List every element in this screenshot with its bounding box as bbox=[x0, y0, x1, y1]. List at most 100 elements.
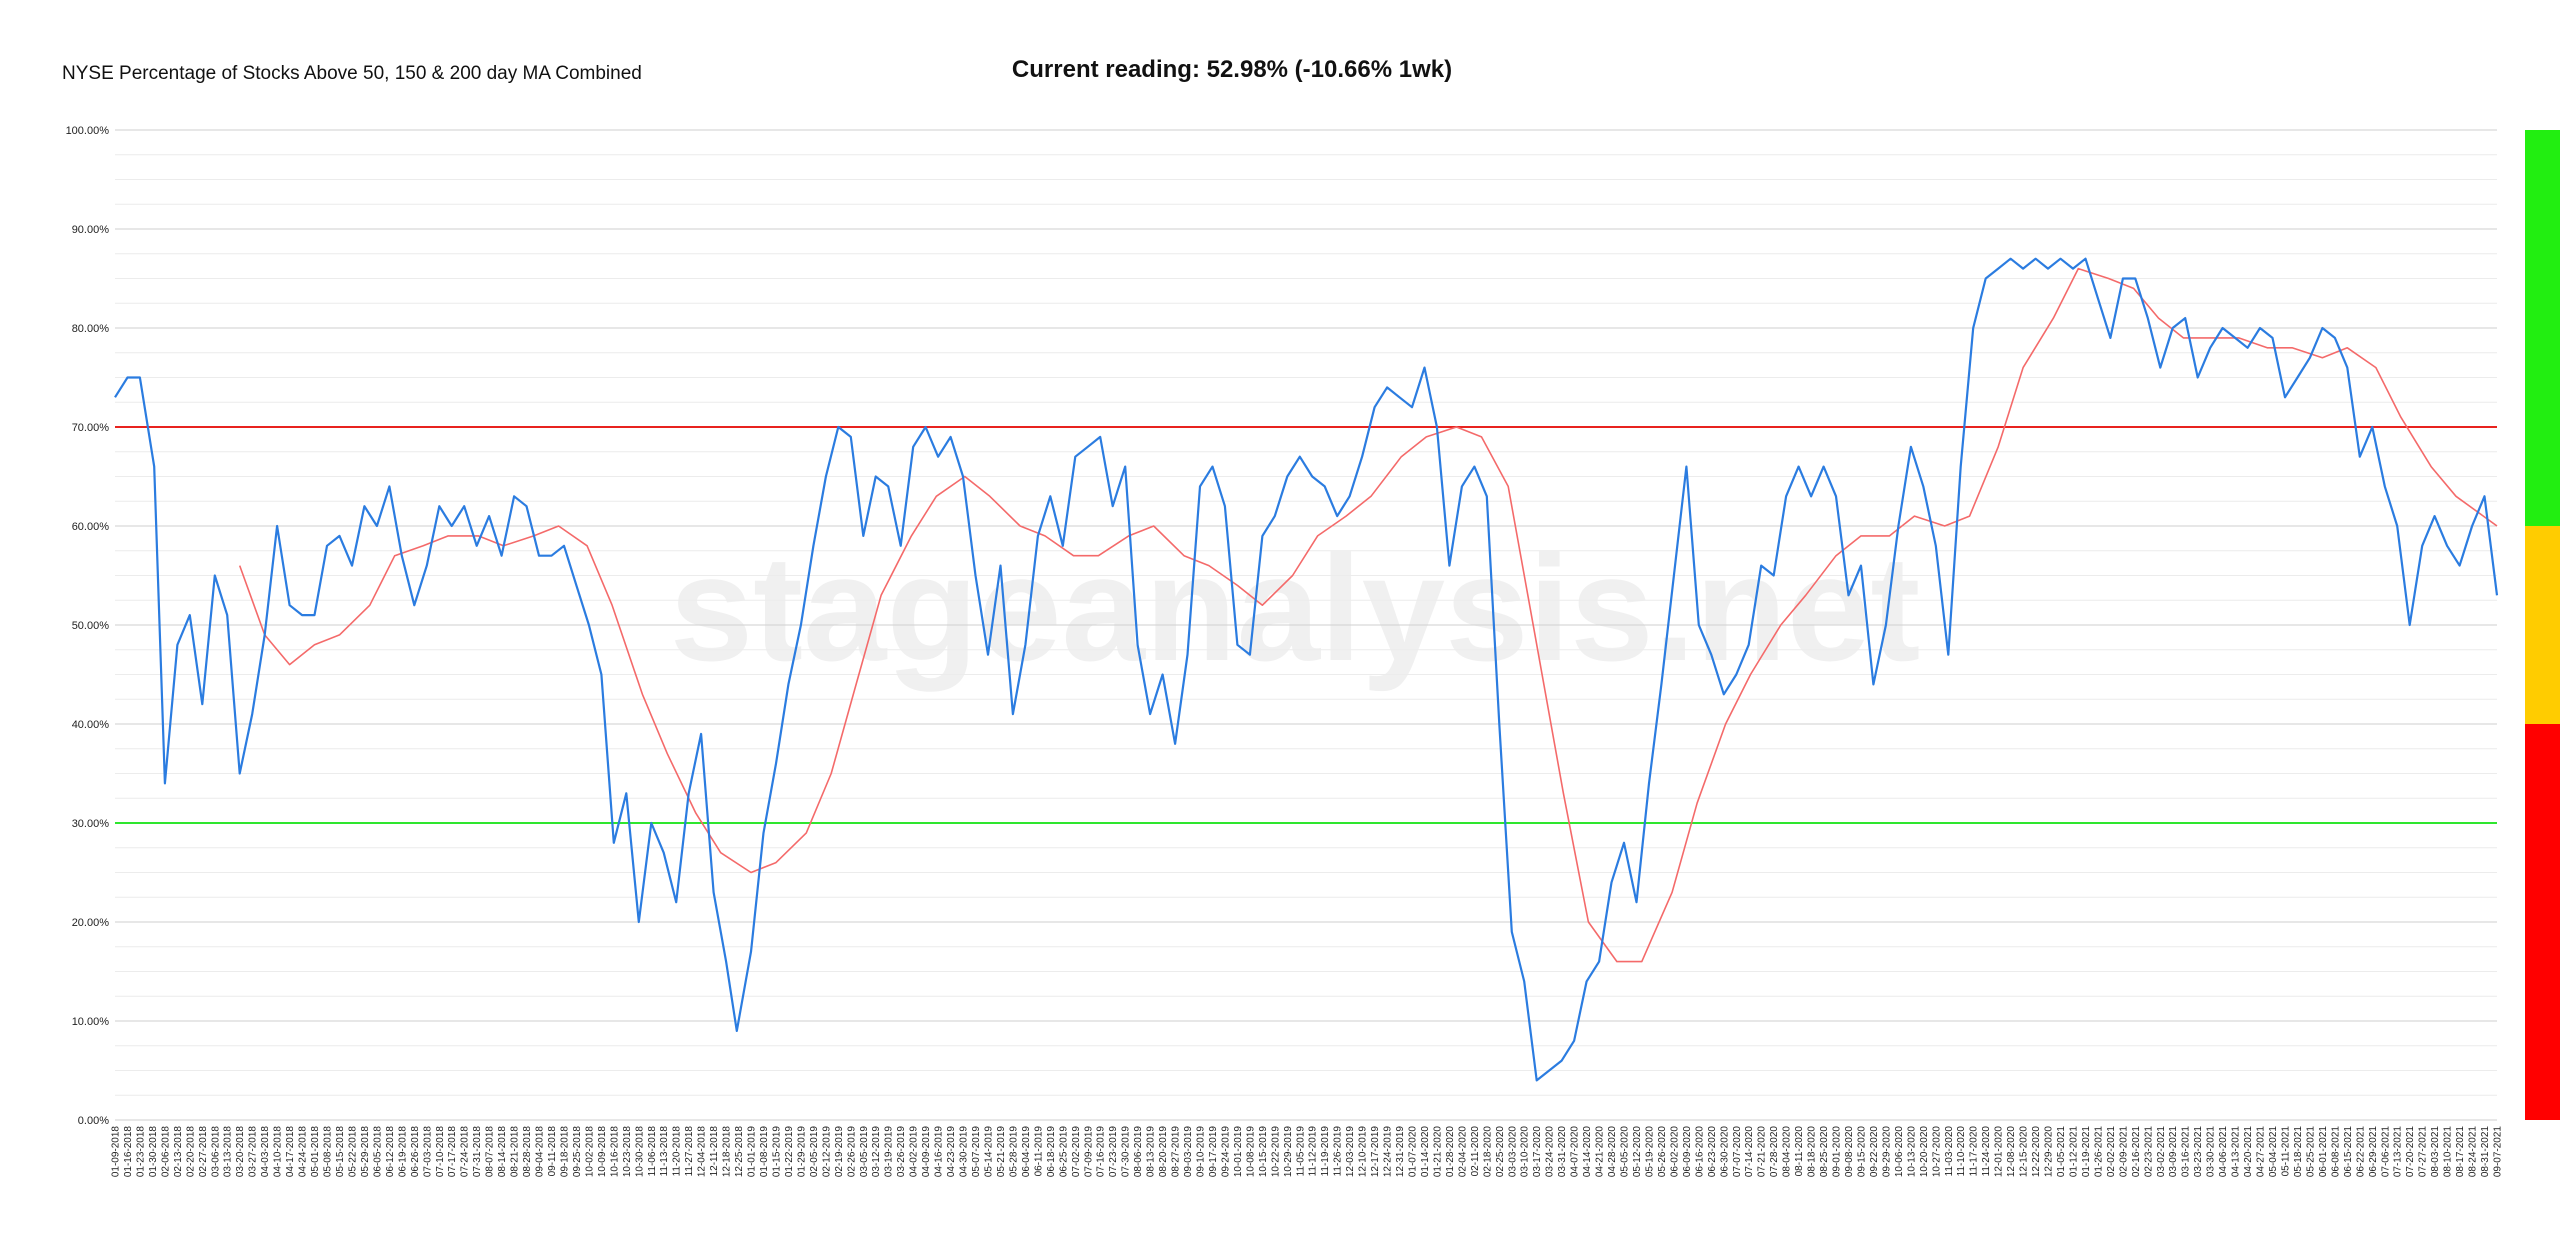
y-tick-label: 60.00% bbox=[72, 521, 110, 533]
x-tick-label: 09-11-2018 bbox=[547, 1126, 558, 1177]
y-tick-label: 30.00% bbox=[72, 818, 110, 830]
x-tick-label: 04-02-2019 bbox=[909, 1126, 920, 1178]
x-tick-label: 06-23-2020 bbox=[1707, 1126, 1718, 1178]
x-tick-label: 07-24-2018 bbox=[460, 1126, 471, 1178]
x-tick-label: 04-16-2019 bbox=[934, 1126, 945, 1178]
x-tick-label: 05-26-2020 bbox=[1657, 1126, 1668, 1178]
x-tick-label: 09-07-2021 bbox=[2493, 1126, 2504, 1178]
x-tick-label: 03-03-2020 bbox=[1507, 1126, 1518, 1178]
x-tick-label: 04-09-2019 bbox=[921, 1126, 932, 1178]
x-tick-label: 01-16-2018 bbox=[123, 1126, 134, 1178]
x-tick-label: 02-11-2020 bbox=[1470, 1126, 1481, 1177]
x-tick-label: 01-23-2018 bbox=[135, 1126, 146, 1178]
x-tick-label: 12-03-2019 bbox=[1345, 1126, 1356, 1178]
x-tick-label: 09-01-2020 bbox=[1832, 1126, 1843, 1178]
x-tick-label: 04-23-2019 bbox=[946, 1126, 957, 1178]
x-tick-label: 07-23-2019 bbox=[1108, 1126, 1119, 1178]
x-tick-label: 11-12-2019 bbox=[1308, 1126, 1319, 1177]
x-tick-label: 12-29-2020 bbox=[2044, 1126, 2055, 1178]
x-tick-label: 07-27-2021 bbox=[2418, 1126, 2429, 1178]
x-tick-label: 08-03-2021 bbox=[2430, 1126, 2441, 1178]
x-tick-label: 12-25-2018 bbox=[734, 1126, 745, 1178]
x-tick-label: 09-10-2019 bbox=[1195, 1126, 1206, 1178]
x-tick-label: 07-30-2019 bbox=[1121, 1126, 1132, 1178]
x-tick-label: 08-04-2020 bbox=[1782, 1126, 1793, 1178]
x-tick-label: 07-10-2018 bbox=[435, 1126, 446, 1178]
x-tick-label: 02-02-2021 bbox=[2106, 1126, 2117, 1178]
x-tick-label: 10-01-2019 bbox=[1233, 1126, 1244, 1178]
x-tick-label: 12-22-2020 bbox=[2031, 1126, 2042, 1178]
x-tick-label: 05-01-2018 bbox=[310, 1126, 321, 1178]
x-tick-label: 02-13-2018 bbox=[173, 1126, 184, 1178]
x-tick-label: 01-21-2020 bbox=[1432, 1126, 1443, 1178]
zone-bar bbox=[2525, 130, 2560, 1120]
x-tick-label: 02-04-2020 bbox=[1457, 1126, 1468, 1178]
x-tick-label: 12-15-2020 bbox=[2019, 1126, 2030, 1178]
x-tick-label: 08-20-2019 bbox=[1158, 1126, 1169, 1178]
x-tick-label: 10-22-2019 bbox=[1270, 1126, 1281, 1178]
y-tick-label: 10.00% bbox=[72, 1016, 110, 1028]
x-tick-label: 03-31-2020 bbox=[1557, 1126, 1568, 1178]
x-tick-label: 06-29-2021 bbox=[2368, 1126, 2379, 1178]
x-tick-label: 10-09-2018 bbox=[597, 1126, 608, 1178]
x-tick-label: 03-12-2019 bbox=[871, 1126, 882, 1178]
series-line-primary bbox=[114, 257, 2499, 1082]
x-tick-label: 05-25-2021 bbox=[2305, 1126, 2316, 1178]
x-tick-label: 03-09-2021 bbox=[2168, 1126, 2179, 1178]
x-tick-label: 08-31-2021 bbox=[2480, 1126, 2491, 1178]
x-tick-label: 03-30-2021 bbox=[2206, 1126, 2217, 1178]
x-tick-label: 01-26-2021 bbox=[2093, 1126, 2104, 1178]
x-tick-label: 02-18-2020 bbox=[1482, 1126, 1493, 1178]
x-tick-label: 07-13-2021 bbox=[2393, 1126, 2404, 1178]
x-tick-label: 05-28-2019 bbox=[1008, 1126, 1019, 1178]
x-tick-label: 01-29-2019 bbox=[796, 1126, 807, 1178]
x-tick-label: 05-05-2020 bbox=[1620, 1126, 1631, 1178]
x-tick-label: 02-16-2021 bbox=[2131, 1126, 2142, 1178]
x-tick-label: 09-24-2019 bbox=[1220, 1126, 1231, 1178]
y-tick-label: 40.00% bbox=[72, 719, 110, 731]
x-tick-label: 07-16-2019 bbox=[1096, 1126, 1107, 1178]
x-tick-label: 03-26-2019 bbox=[896, 1126, 907, 1178]
zone-band bbox=[2525, 130, 2560, 526]
x-tick-label: 04-20-2021 bbox=[2243, 1126, 2254, 1178]
x-tick-label: 01-30-2018 bbox=[148, 1126, 159, 1178]
chart-title: NYSE Percentage of Stocks Above 50, 150 … bbox=[62, 63, 642, 84]
x-tick-label: 04-03-2018 bbox=[260, 1126, 271, 1178]
x-tick-label: 01-01-2019 bbox=[747, 1126, 758, 1178]
x-tick-label: 05-12-2020 bbox=[1632, 1126, 1643, 1178]
x-tick-label: 10-30-2018 bbox=[634, 1126, 645, 1178]
x-tick-label: 11-03-2020 bbox=[1944, 1126, 1955, 1177]
x-tick-label: 04-27-2021 bbox=[2256, 1126, 2267, 1178]
reference-lines bbox=[115, 426, 2497, 824]
x-tick-label: 03-02-2021 bbox=[2156, 1126, 2167, 1178]
x-tick-label: 05-11-2021 bbox=[2280, 1126, 2291, 1177]
x-tick-label: 04-21-2020 bbox=[1595, 1126, 1606, 1178]
x-tick-label: 08-13-2019 bbox=[1146, 1126, 1157, 1178]
x-tick-label: 12-24-2019 bbox=[1383, 1126, 1394, 1178]
x-tick-label: 10-15-2019 bbox=[1258, 1126, 1269, 1178]
x-tick-label: 07-06-2021 bbox=[2380, 1126, 2391, 1178]
x-tick-label: 07-07-2020 bbox=[1732, 1126, 1743, 1178]
x-tick-label: 06-19-2018 bbox=[397, 1126, 408, 1178]
x-tick-label: 11-13-2018 bbox=[659, 1126, 670, 1177]
x-tick-label: 03-17-2020 bbox=[1532, 1126, 1543, 1178]
x-tick-label: 04-10-2018 bbox=[273, 1126, 284, 1178]
x-tick-label: 11-10-2020 bbox=[1956, 1126, 1967, 1177]
x-tick-label: 06-05-2018 bbox=[372, 1126, 383, 1178]
x-tick-label: 06-08-2021 bbox=[2330, 1126, 2341, 1178]
x-tick-label: 06-01-2021 bbox=[2318, 1126, 2329, 1178]
x-tick-label: 12-11-2018 bbox=[709, 1126, 720, 1177]
x-tick-label: 06-16-2020 bbox=[1694, 1126, 1705, 1178]
y-tick-label: 0.00% bbox=[78, 1115, 109, 1127]
x-tick-label: 02-12-2019 bbox=[821, 1126, 832, 1178]
x-tick-label: 07-14-2020 bbox=[1744, 1126, 1755, 1178]
y-tick-label: 100.00% bbox=[66, 125, 110, 137]
x-tick-label: 05-04-2021 bbox=[2268, 1126, 2279, 1178]
x-tick-label: 11-27-2018 bbox=[684, 1126, 695, 1177]
x-tick-label: 08-17-2021 bbox=[2455, 1126, 2466, 1178]
x-tick-label: 10-29-2019 bbox=[1283, 1126, 1294, 1178]
x-tick-label: 04-13-2021 bbox=[2231, 1126, 2242, 1178]
x-tick-label: 02-06-2018 bbox=[160, 1126, 171, 1178]
y-tick-label: 50.00% bbox=[72, 620, 110, 632]
